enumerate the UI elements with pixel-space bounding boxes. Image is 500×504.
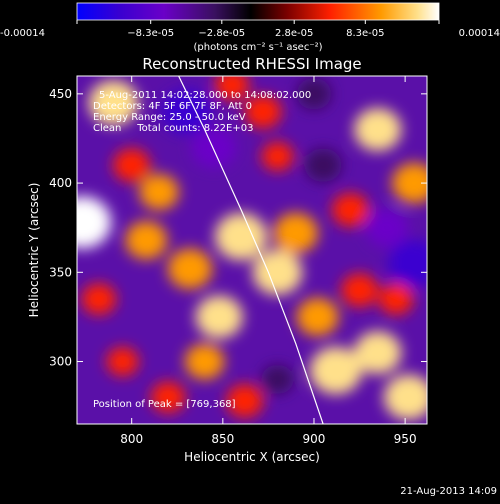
solar-limb-curve [177, 76, 324, 424]
image-source [296, 297, 339, 337]
x-tick-label: 950 [394, 432, 417, 446]
image-source [252, 249, 303, 295]
image-source [77, 196, 112, 249]
x-axis-ticks: 800 850 900 950 [120, 76, 417, 446]
image-source [88, 80, 139, 126]
colorbar-tick-label: -0.00014 [0, 28, 45, 39]
x-tick-label: 850 [211, 432, 234, 446]
chart-title: Reconstructed RHESSI Image [142, 55, 361, 73]
y-tick-label: 450 [49, 87, 72, 101]
image-source [378, 283, 414, 315]
image-source [106, 346, 139, 377]
plot-frame [76, 75, 428, 425]
colorbar-tick-label: −8.3e-05 [127, 28, 174, 39]
annotation-energy-range: Energy Range: 25.0 - 50.0 keV [93, 112, 246, 123]
timestamp: 21-Aug-2013 14:09 [400, 486, 497, 497]
image-source [261, 364, 294, 394]
image-source [296, 78, 332, 110]
image-source [139, 174, 179, 210]
image-source [365, 208, 408, 247]
image-source [383, 374, 427, 420]
annotation-total-counts: Clean Total counts: 8.22E+03 [93, 123, 253, 134]
image-source [354, 331, 402, 375]
image-source [125, 221, 168, 260]
image-source [244, 94, 282, 129]
image-source [161, 89, 212, 135]
image-source [331, 192, 369, 227]
image-source [354, 108, 402, 151]
annotation-block: 5-Aug-2011 14:02:28.000 to 14:08:02.000 … [93, 90, 311, 410]
colorbar-unit-label: (photons cm⁻² s⁻¹ asec⁻²) [193, 42, 322, 53]
image-source [184, 343, 225, 380]
image-source [214, 76, 250, 101]
image-source [150, 381, 186, 413]
annotation-peak-position: Position of Peak = [769,368] [93, 399, 236, 410]
image-source [167, 248, 213, 290]
colorbar-tick-label: 8.3e-05 [346, 28, 384, 39]
image-source [341, 273, 379, 308]
colorbar-tick-labels: -0.00014 −8.3e-05 −2.8e-05 2.8e-05 8.3e-05 0.… [0, 28, 500, 39]
y-axis-label: Heliocentric Y (arcsec) [27, 183, 41, 318]
image-source [226, 383, 264, 418]
colorbar-tick-label: −2.8e-05 [198, 28, 245, 39]
y-tick-label: 300 [49, 355, 72, 369]
annotation-detectors: Detectors: 4F 5F 6F 7F 8F, Att 0 [93, 101, 252, 112]
x-tick-label: 800 [120, 432, 143, 446]
colorbar [76, 2, 440, 21]
image-source [261, 141, 294, 171]
image-source [214, 212, 268, 261]
image-area [77, 76, 427, 424]
image-source [81, 283, 117, 315]
y-tick-label: 400 [49, 176, 72, 190]
image-source [195, 295, 243, 339]
image-source [304, 148, 342, 183]
image-source [391, 162, 427, 204]
colorbar-ticks [76, 20, 440, 24]
image-source [113, 148, 151, 183]
x-axis-label: Heliocentric X (arcsec) [184, 450, 320, 464]
image-source [273, 212, 319, 254]
colorbar-tick-label: 0.00014 [459, 28, 500, 39]
y-tick-label: 350 [49, 265, 72, 279]
image-source [191, 127, 237, 168]
colorbar-tick-label: 2.8e-05 [275, 28, 313, 39]
annotation-time-range: 5-Aug-2011 14:02:28.000 to 14:08:02.000 [99, 90, 311, 101]
x-tick-label: 900 [303, 432, 326, 446]
y-axis-ticks: 300 350 400 450 [49, 87, 427, 369]
image-source [388, 239, 427, 288]
image-source [309, 346, 362, 395]
